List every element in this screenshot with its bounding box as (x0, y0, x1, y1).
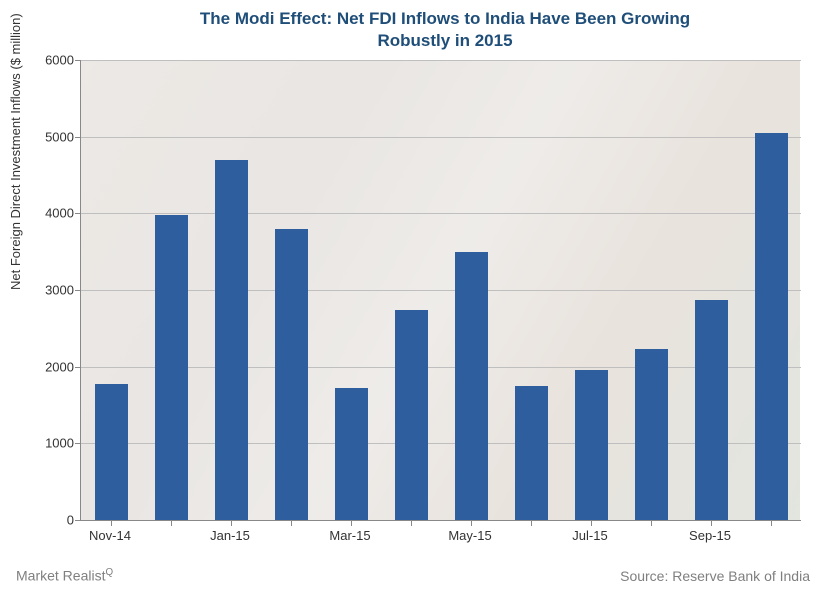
x-tick-label: Sep-15 (689, 528, 731, 543)
bar (635, 349, 668, 520)
bar (755, 133, 788, 520)
gridline (81, 443, 801, 444)
gridline (81, 290, 801, 291)
y-tick-mark (75, 60, 81, 61)
x-tick-mark (711, 520, 712, 526)
bar (515, 386, 548, 520)
y-tick-mark (75, 137, 81, 138)
footer-brand-symbol: Q (105, 567, 113, 578)
x-tick-label: Jul-15 (572, 528, 607, 543)
x-tick-mark (771, 520, 772, 526)
footer-source: Source: Reserve Bank of India (620, 568, 810, 584)
x-tick-mark (411, 520, 412, 526)
gridline (81, 137, 801, 138)
bar (695, 300, 728, 520)
plot-area (80, 60, 801, 521)
x-tick-label: Jan-15 (210, 528, 250, 543)
bar (575, 370, 608, 520)
y-tick-mark (75, 213, 81, 214)
x-tick-mark (291, 520, 292, 526)
x-tick-mark (231, 520, 232, 526)
y-axis-label: Net Foreign Direct Investment Inflows ($… (8, 13, 23, 290)
y-tick-label: 2000 (45, 359, 74, 374)
bar (455, 252, 488, 520)
x-tick-mark (651, 520, 652, 526)
x-tick-mark (351, 520, 352, 526)
y-tick-label: 4000 (45, 206, 74, 221)
gridline (81, 213, 801, 214)
y-tick-mark (75, 520, 81, 521)
y-tick-label: 3000 (45, 283, 74, 298)
bar (335, 388, 368, 520)
bar (95, 384, 128, 520)
x-tick-mark (531, 520, 532, 526)
bar (155, 215, 188, 520)
x-tick-mark (471, 520, 472, 526)
chart-title-line2: Robustly in 2015 (377, 31, 512, 50)
bar (215, 160, 248, 520)
gridline (81, 60, 801, 61)
y-tick-label: 5000 (45, 129, 74, 144)
chart-title-line1: The Modi Effect: Net FDI Inflows to Indi… (200, 9, 690, 28)
x-tick-mark (111, 520, 112, 526)
x-tick-label: Mar-15 (329, 528, 370, 543)
y-tick-mark (75, 443, 81, 444)
gridline (81, 367, 801, 368)
y-tick-label: 6000 (45, 53, 74, 68)
bar (275, 229, 308, 520)
x-tick-mark (591, 520, 592, 526)
x-tick-label: Nov-14 (89, 528, 131, 543)
x-tick-mark (171, 520, 172, 526)
x-tick-label: May-15 (448, 528, 491, 543)
footer-brand: Market RealistQ (16, 567, 113, 584)
footer-brand-text: Market Realist (16, 568, 105, 584)
bar (395, 310, 428, 520)
chart-container: The Modi Effect: Net FDI Inflows to Indi… (0, 0, 840, 600)
y-tick-label: 0 (67, 513, 74, 528)
y-tick-mark (75, 367, 81, 368)
chart-title: The Modi Effect: Net FDI Inflows to Indi… (100, 8, 790, 52)
y-tick-label: 1000 (45, 436, 74, 451)
y-tick-mark (75, 290, 81, 291)
